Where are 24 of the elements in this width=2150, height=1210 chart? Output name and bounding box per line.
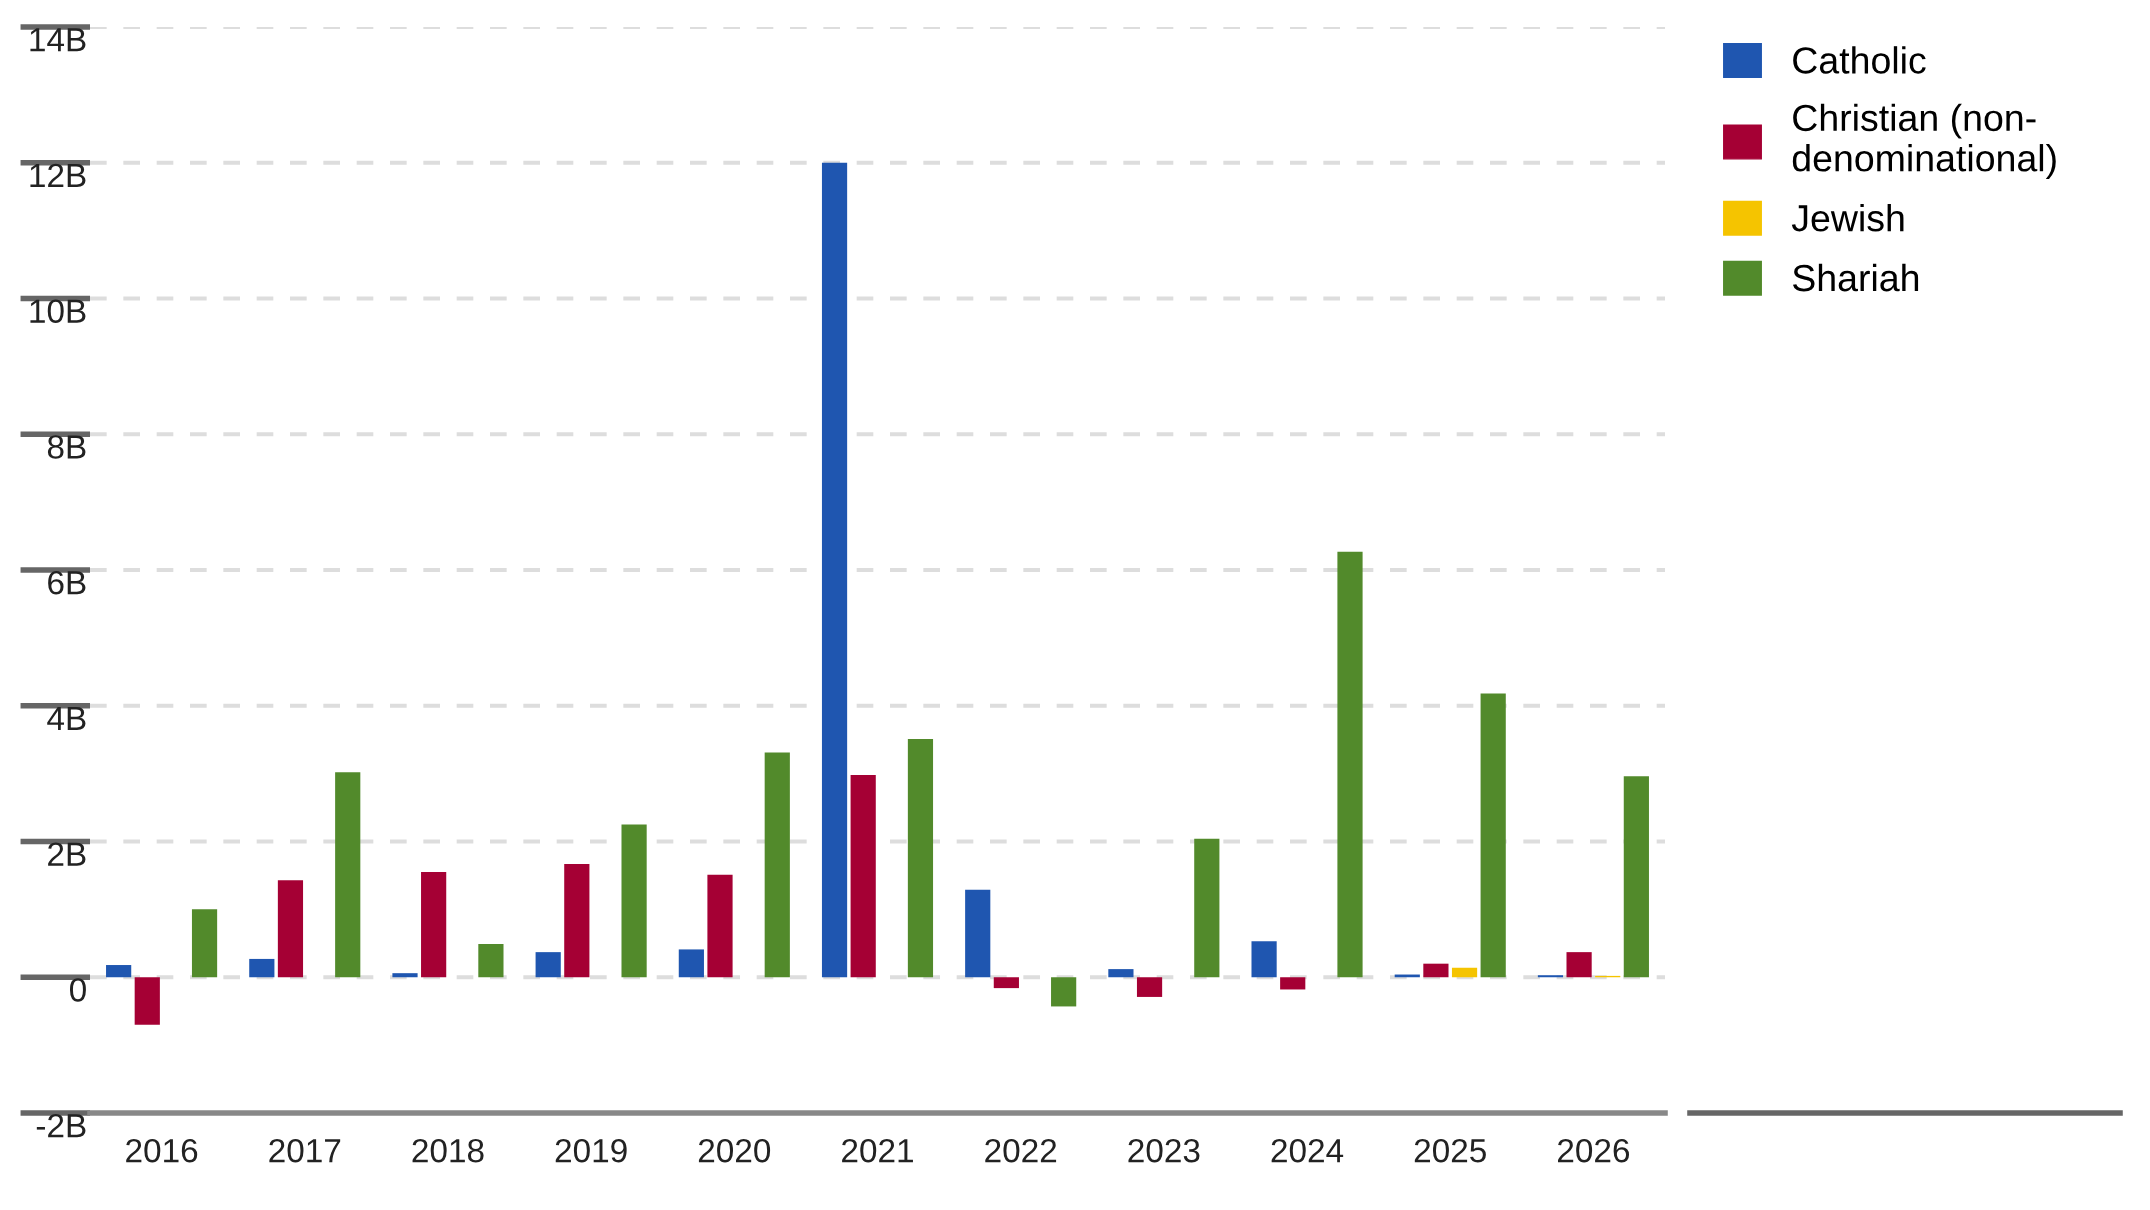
x-tick-label: 2025: [1414, 1138, 1486, 1163]
legend-label: Christian (non-denominational): [1792, 103, 2056, 179]
y-tick-label: 6B: [48, 570, 86, 595]
x-tick-label: 2021: [842, 1138, 913, 1163]
x-tick-label: 2018: [412, 1138, 484, 1163]
y-tick-label: 4B: [47, 706, 86, 730]
y-tick-label: -2B: [36, 1113, 86, 1138]
legend-label: Jewish: [1791, 203, 1904, 232]
y-tick-label: 14B: [30, 28, 86, 52]
x-tick-label: 2022: [985, 1138, 1057, 1163]
y-tick-label: 12B: [30, 163, 86, 187]
y-tick-label: 8B: [47, 435, 86, 459]
x-tick-label: 2023: [1128, 1138, 1200, 1163]
legend-label: Shariah: [1792, 263, 1919, 292]
x-tick-label: 2017: [269, 1138, 341, 1163]
y-tick-label: 10B: [30, 299, 86, 323]
legend-label: Catholic: [1793, 46, 1926, 74]
x-tick-label: 2016: [126, 1138, 198, 1163]
y-tick-label: 0: [69, 978, 86, 1002]
x-tick-label: 2019: [555, 1138, 627, 1163]
x-tick-label: 2020: [698, 1138, 771, 1163]
x-tick-label: 2024: [1271, 1138, 1344, 1163]
x-tick-label: 2026: [1558, 1138, 1630, 1163]
y-tick-label: 2B: [48, 842, 86, 866]
